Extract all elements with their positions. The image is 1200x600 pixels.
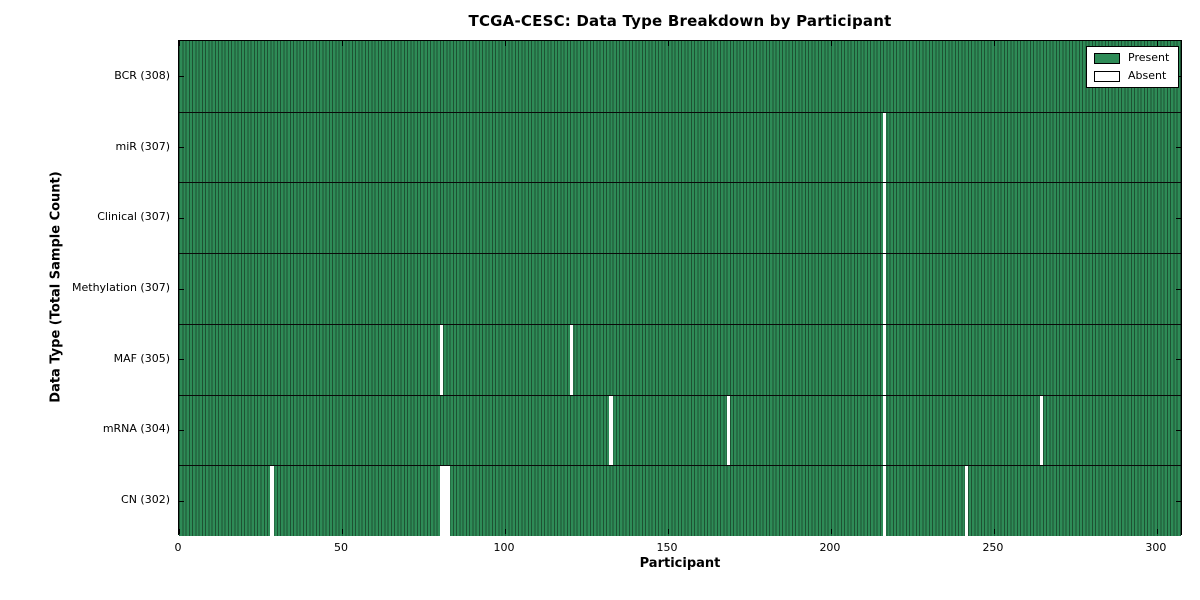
y-tick bbox=[179, 217, 184, 219]
absent-gap bbox=[270, 466, 274, 536]
presence-row-CN bbox=[179, 465, 1181, 536]
y-tick bbox=[1176, 217, 1181, 219]
absent-gap bbox=[443, 466, 447, 536]
y-tick-label: mRNA (304) bbox=[102, 422, 170, 436]
plot-area bbox=[178, 40, 1182, 536]
legend-entry: Absent bbox=[1094, 70, 1169, 82]
x-tick-label: 250 bbox=[982, 541, 1004, 554]
y-tick bbox=[179, 288, 184, 290]
presence-row-miR bbox=[179, 111, 1181, 183]
x-tick bbox=[830, 529, 832, 534]
absent-gap bbox=[1039, 395, 1043, 466]
y-tick bbox=[179, 359, 184, 361]
presence-row-Clinical bbox=[179, 182, 1181, 254]
legend-label: Absent bbox=[1128, 69, 1167, 82]
absent-gap bbox=[964, 466, 968, 536]
y-tick bbox=[179, 147, 184, 149]
absent-gap bbox=[446, 466, 450, 536]
x-tick bbox=[504, 529, 506, 534]
x-tick-label: 200 bbox=[819, 541, 841, 554]
y-tick-label: Methylation (307) bbox=[72, 281, 170, 294]
x-tick-label: 100 bbox=[493, 541, 515, 554]
x-tick bbox=[1156, 529, 1158, 534]
y-tick bbox=[1176, 359, 1181, 361]
y-tick-label: CN (302) bbox=[121, 493, 170, 507]
absent-gap bbox=[726, 395, 730, 466]
absent-gap bbox=[883, 466, 887, 536]
x-tick-label: 0 bbox=[174, 541, 182, 554]
legend: Present Absent bbox=[1086, 46, 1180, 88]
x-tick-label: 50 bbox=[333, 541, 348, 554]
presence-row-mRNA bbox=[179, 394, 1181, 466]
absent-gap bbox=[883, 324, 887, 395]
absent-gap bbox=[570, 324, 574, 395]
absent-gap bbox=[883, 183, 887, 254]
legend-swatch-present-icon bbox=[1094, 52, 1120, 64]
y-tick-label: BCR (308) bbox=[114, 68, 170, 82]
absent-gap bbox=[609, 395, 613, 466]
y-tick bbox=[1176, 500, 1181, 502]
absent-gap bbox=[883, 112, 887, 183]
absent-gap bbox=[439, 324, 444, 395]
legend-swatch-absent-icon bbox=[1094, 70, 1120, 82]
x-tick bbox=[341, 41, 343, 46]
y-tick bbox=[1176, 147, 1181, 149]
x-tick bbox=[341, 529, 343, 534]
absent-gap bbox=[883, 254, 887, 324]
x-tick-label: 300 bbox=[1145, 541, 1167, 554]
y-tick-label: MAF (305) bbox=[113, 351, 170, 365]
y-tick bbox=[1176, 429, 1181, 431]
x-tick bbox=[667, 41, 669, 46]
x-tick-label: 150 bbox=[656, 541, 678, 554]
y-tick bbox=[179, 429, 184, 431]
y-tick bbox=[179, 500, 184, 502]
presence-row-BCR bbox=[179, 41, 1181, 112]
x-tick bbox=[1156, 41, 1158, 46]
absent-gap bbox=[439, 466, 444, 536]
chart-title: TCGA-CESC: Data Type Breakdown by Partic… bbox=[468, 12, 892, 30]
y-tick bbox=[179, 76, 184, 78]
x-tick bbox=[993, 529, 995, 534]
x-tick bbox=[667, 529, 669, 534]
x-tick bbox=[830, 41, 832, 46]
y-tick bbox=[1176, 288, 1181, 290]
presence-row-MAF bbox=[179, 323, 1181, 395]
absent-gap bbox=[883, 395, 887, 466]
x-axis-title: Participant bbox=[639, 556, 721, 571]
x-tick bbox=[179, 41, 180, 46]
presence-row-Methylation bbox=[179, 253, 1181, 324]
x-tick bbox=[179, 529, 180, 534]
x-tick bbox=[993, 41, 995, 46]
x-tick bbox=[504, 41, 506, 46]
legend-entry: Present bbox=[1094, 52, 1169, 64]
y-tick-label: miR (307) bbox=[115, 139, 171, 153]
y-tick-label: Clinical (307) bbox=[97, 210, 170, 224]
legend-label: Present bbox=[1128, 51, 1170, 64]
